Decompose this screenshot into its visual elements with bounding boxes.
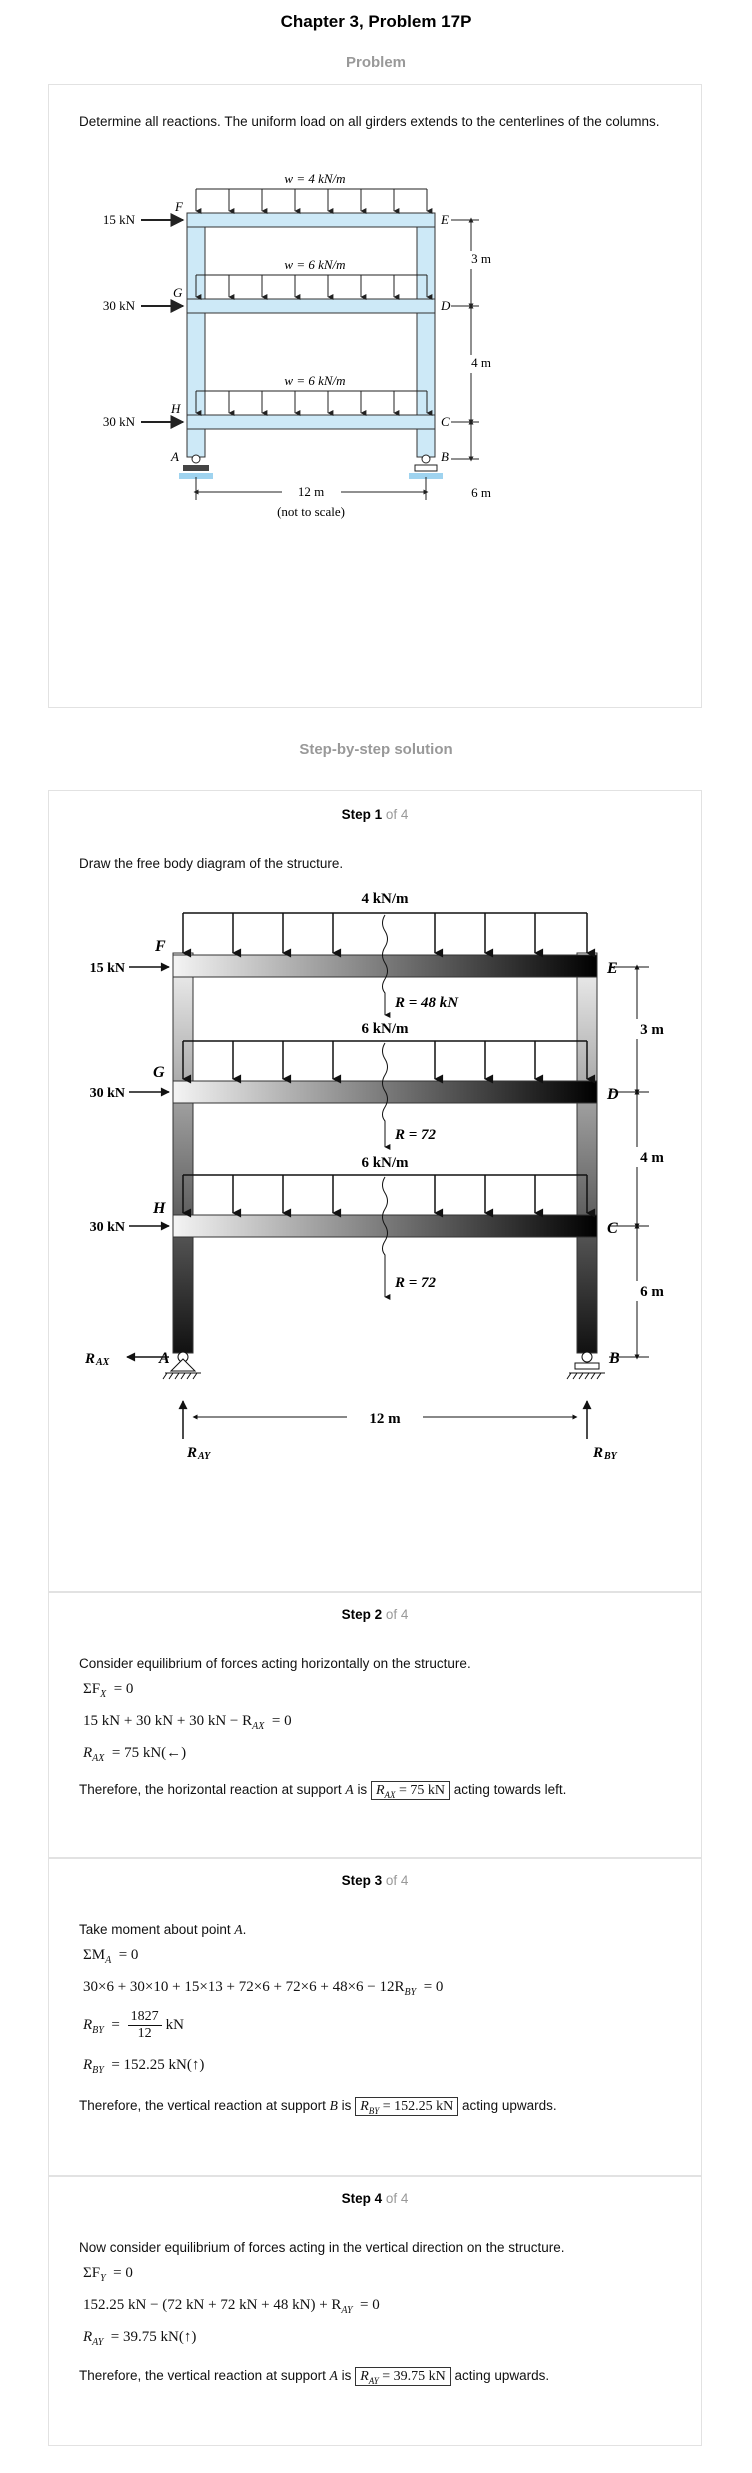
step-2-eq-2: 15 kN + 30 kN + 30 kN − RAX = 0	[83, 1713, 292, 1732]
svg-text:R: R	[84, 1351, 95, 1367]
step-3-heading: Step 3 of 4	[341, 1873, 409, 1888]
svg-text:12 m: 12 m	[298, 484, 324, 499]
step-1-card: Step 1 of 4 Draw the free body diagram o…	[48, 790, 702, 1592]
step-4-eq-1: ΣFY = 0	[83, 2265, 133, 2284]
svg-text:6 kN/m: 6 kN/m	[361, 1021, 409, 1037]
svg-text:E: E	[440, 212, 449, 227]
solution-heading: Step-by-step solution	[299, 741, 453, 758]
svg-text:C: C	[607, 1220, 618, 1237]
svg-text:F: F	[154, 938, 166, 955]
svg-text:3 m: 3 m	[471, 251, 491, 266]
svg-text:4 m: 4 m	[471, 355, 491, 370]
fbd-load-mid	[182, 1040, 596, 1084]
svg-text:A: A	[158, 1350, 170, 1367]
svg-text:G: G	[173, 285, 183, 300]
load-mid-label: w = 6 kN/m	[284, 257, 345, 272]
svg-text:D: D	[606, 1086, 619, 1103]
not-to-scale-note: (not to scale)	[277, 504, 345, 519]
fbd-load-low	[182, 1174, 596, 1218]
step-2-eq-3: RAX = 75 kN(←)	[83, 1745, 187, 1764]
girder-mid	[186, 298, 436, 314]
step-2-eq-1: ΣFX = 0	[83, 1681, 134, 1700]
step-4-card: Step 4 of 4 Now consider equilibrium of …	[48, 2176, 702, 2446]
step-4-eq-2: 152.25 kN − (72 kN + 72 kN + 48 kN) + RA…	[83, 2297, 380, 2316]
step-4-eq-3: RAY = 39.75 kN(↑)	[83, 2329, 197, 2348]
svg-text:4 m: 4 m	[640, 1150, 664, 1166]
svg-text:6 kN/m: 6 kN/m	[361, 1155, 409, 1171]
svg-text:A: A	[170, 449, 179, 464]
support-b	[409, 454, 443, 479]
force-30b-label: 30 kN	[103, 414, 136, 429]
step-3-eq-3: RBY = 1827 12 kN	[83, 2009, 184, 2042]
svg-text:B: B	[608, 1350, 620, 1367]
fbd-figure: 4 kN/m R = 48 kN 6 kN/m R = 72	[84, 891, 664, 1462]
step-3-card: Step 3 of 4 Take moment about point A. Σ…	[48, 1858, 702, 2176]
svg-text:R = 72: R = 72	[394, 1275, 437, 1291]
step-1-text: Draw the free body diagram of the struct…	[79, 856, 344, 871]
fraction: 1827 12	[127, 2009, 162, 2042]
svg-text:G: G	[153, 1064, 165, 1081]
problem-frame-figure: w = 4 kN/m w = 6 kN/m w = 6 kN/m	[103, 171, 491, 519]
svg-text:R: R	[186, 1445, 197, 1461]
step-1-heading: Step 1 of 4	[341, 807, 409, 822]
svg-text:6 m: 6 m	[640, 1284, 664, 1300]
fbd-support-a	[162, 1351, 201, 1380]
svg-text:4 kN/m: 4 kN/m	[361, 891, 409, 907]
svg-text:R: R	[592, 1445, 603, 1461]
fbd-load-top	[182, 912, 596, 958]
load-low-label: w = 6 kN/m	[284, 373, 345, 388]
force-30a-label: 30 kN	[103, 298, 136, 313]
step-2-conclusion: Therefore, the horizontal reaction at su…	[79, 1781, 567, 1800]
step-3-text: Take moment about point A.	[79, 1922, 247, 1937]
svg-text:BY: BY	[603, 1451, 618, 1462]
load-low	[195, 390, 433, 416]
svg-text:C: C	[441, 414, 450, 429]
svg-text:AX: AX	[95, 1357, 110, 1368]
svg-text:15 kN: 15 kN	[90, 961, 125, 976]
svg-text:30 kN: 30 kN	[90, 1086, 125, 1101]
svg-text:H: H	[152, 1200, 166, 1217]
step-3-conclusion: Therefore, the vertical reaction at supp…	[79, 2097, 557, 2116]
svg-text:B: B	[441, 449, 449, 464]
svg-text:AY: AY	[197, 1451, 211, 1462]
svg-text:30 kN: 30 kN	[90, 1220, 125, 1235]
svg-text:12 m: 12 m	[369, 1411, 401, 1427]
load-top	[195, 188, 433, 214]
step-4-heading: Step 4 of 4	[341, 2191, 409, 2206]
girder-low	[186, 414, 436, 430]
step-4-text: Now consider equilibrium of forces actin…	[79, 2240, 565, 2255]
step-3-eq-4: RBY = 152.25 kN(↑)	[83, 2057, 205, 2076]
step-3-answer-box: RBY = 152.25 kN	[355, 2097, 459, 2116]
support-a	[179, 454, 213, 479]
problem-heading: Problem	[345, 54, 406, 71]
svg-text:3 m: 3 m	[640, 1022, 664, 1038]
step-2-answer-box: RAX = 75 kN	[370, 1781, 451, 1800]
svg-text:6 m: 6 m	[471, 485, 491, 500]
svg-text:R = 48 kN: R = 48 kN	[394, 995, 459, 1011]
fbd-support-b	[566, 1351, 605, 1380]
load-mid	[195, 274, 433, 300]
step-2-text: Consider equilibrium of forces acting ho…	[79, 1656, 471, 1671]
svg-text:E: E	[606, 960, 618, 977]
problem-statement: Determine all reactions. The uniform loa…	[79, 114, 660, 129]
step-4-answer-box: RAY = 39.75 kN	[355, 2367, 451, 2386]
page-title: Chapter 3, Problem 17P	[280, 12, 472, 31]
load-top-label: w = 4 kN/m	[284, 171, 345, 186]
svg-text:H: H	[170, 401, 181, 416]
force-15-label: 15 kN	[103, 212, 136, 227]
step-2-card: Step 2 of 4 Consider equilibrium of forc…	[48, 1592, 702, 1858]
problem-card: Determine all reactions. The uniform loa…	[48, 84, 702, 708]
girder-top	[186, 212, 436, 228]
svg-text:R = 72: R = 72	[394, 1127, 437, 1143]
step-4-conclusion: Therefore, the vertical reaction at supp…	[79, 2367, 550, 2386]
svg-text:F: F	[174, 199, 184, 214]
step-2-heading: Step 2 of 4	[341, 1607, 409, 1622]
step-3-eq-1: ΣMA = 0	[83, 1947, 139, 1966]
svg-text:D: D	[440, 298, 451, 313]
step-3-eq-2: 30×6 + 30×10 + 15×13 + 72×6 + 72×6 + 48×…	[83, 1979, 444, 1998]
